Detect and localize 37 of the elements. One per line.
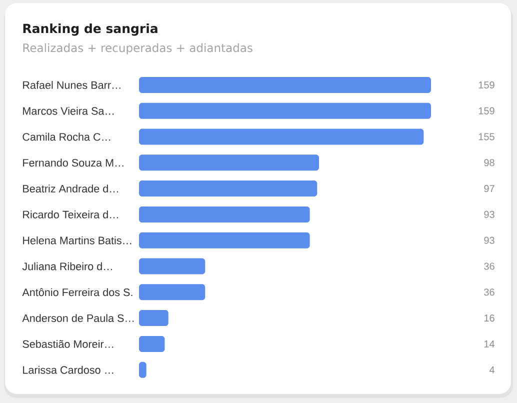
y-tick-label: Anderson de Paula S…: [22, 314, 134, 322]
data-label: 4: [489, 366, 495, 374]
bar: [139, 128, 424, 145]
y-tick-label: Juliana Ribeiro d…: [22, 262, 112, 270]
data-label: 93: [484, 210, 494, 218]
bar: [139, 76, 432, 93]
data-label: 14: [484, 340, 495, 348]
y-tick-label: Larissa Cardoso …: [23, 366, 114, 374]
data-label: 36: [484, 288, 494, 296]
bar: [139, 232, 310, 248]
y-tick-label: Helena Martins Batis…: [23, 236, 132, 244]
data-label: 159: [478, 81, 494, 88]
y-tick-label: Camila Rocha C…: [22, 132, 110, 141]
chart-subtitle: Realizadas + recuperadas + adiantadas: [23, 43, 252, 54]
data-label: 36: [484, 262, 494, 270]
y-tick-label: Marcos Vieira Sa…: [23, 106, 114, 115]
y-tick-label: Rafael Nunes Barr…: [23, 80, 120, 89]
bar: [139, 154, 319, 171]
data-label: 97: [484, 185, 494, 192]
y-tick-label: Antônio Ferreira dos S.: [22, 288, 132, 296]
bar: [139, 180, 318, 197]
data-label: 159: [478, 107, 494, 114]
bar: [139, 258, 206, 274]
y-tick-label: Fernando Souza M…: [23, 158, 124, 167]
data-label: 155: [478, 133, 494, 140]
bar: [139, 102, 432, 119]
y-tick-label: Sebastião Moreir…: [22, 340, 114, 348]
bar: [139, 284, 206, 300]
data-label: 93: [484, 236, 494, 244]
y-tick-label: Beatriz Andrade d…: [23, 184, 118, 193]
bar: [139, 310, 168, 326]
y-tick-label: Ricardo Teixeira d…: [23, 210, 118, 218]
bar: [139, 206, 310, 222]
chart-title: Ranking de sangria: [23, 23, 158, 36]
bar: [139, 336, 165, 352]
data-label: 98: [484, 159, 494, 166]
data-label: 16: [484, 314, 494, 322]
